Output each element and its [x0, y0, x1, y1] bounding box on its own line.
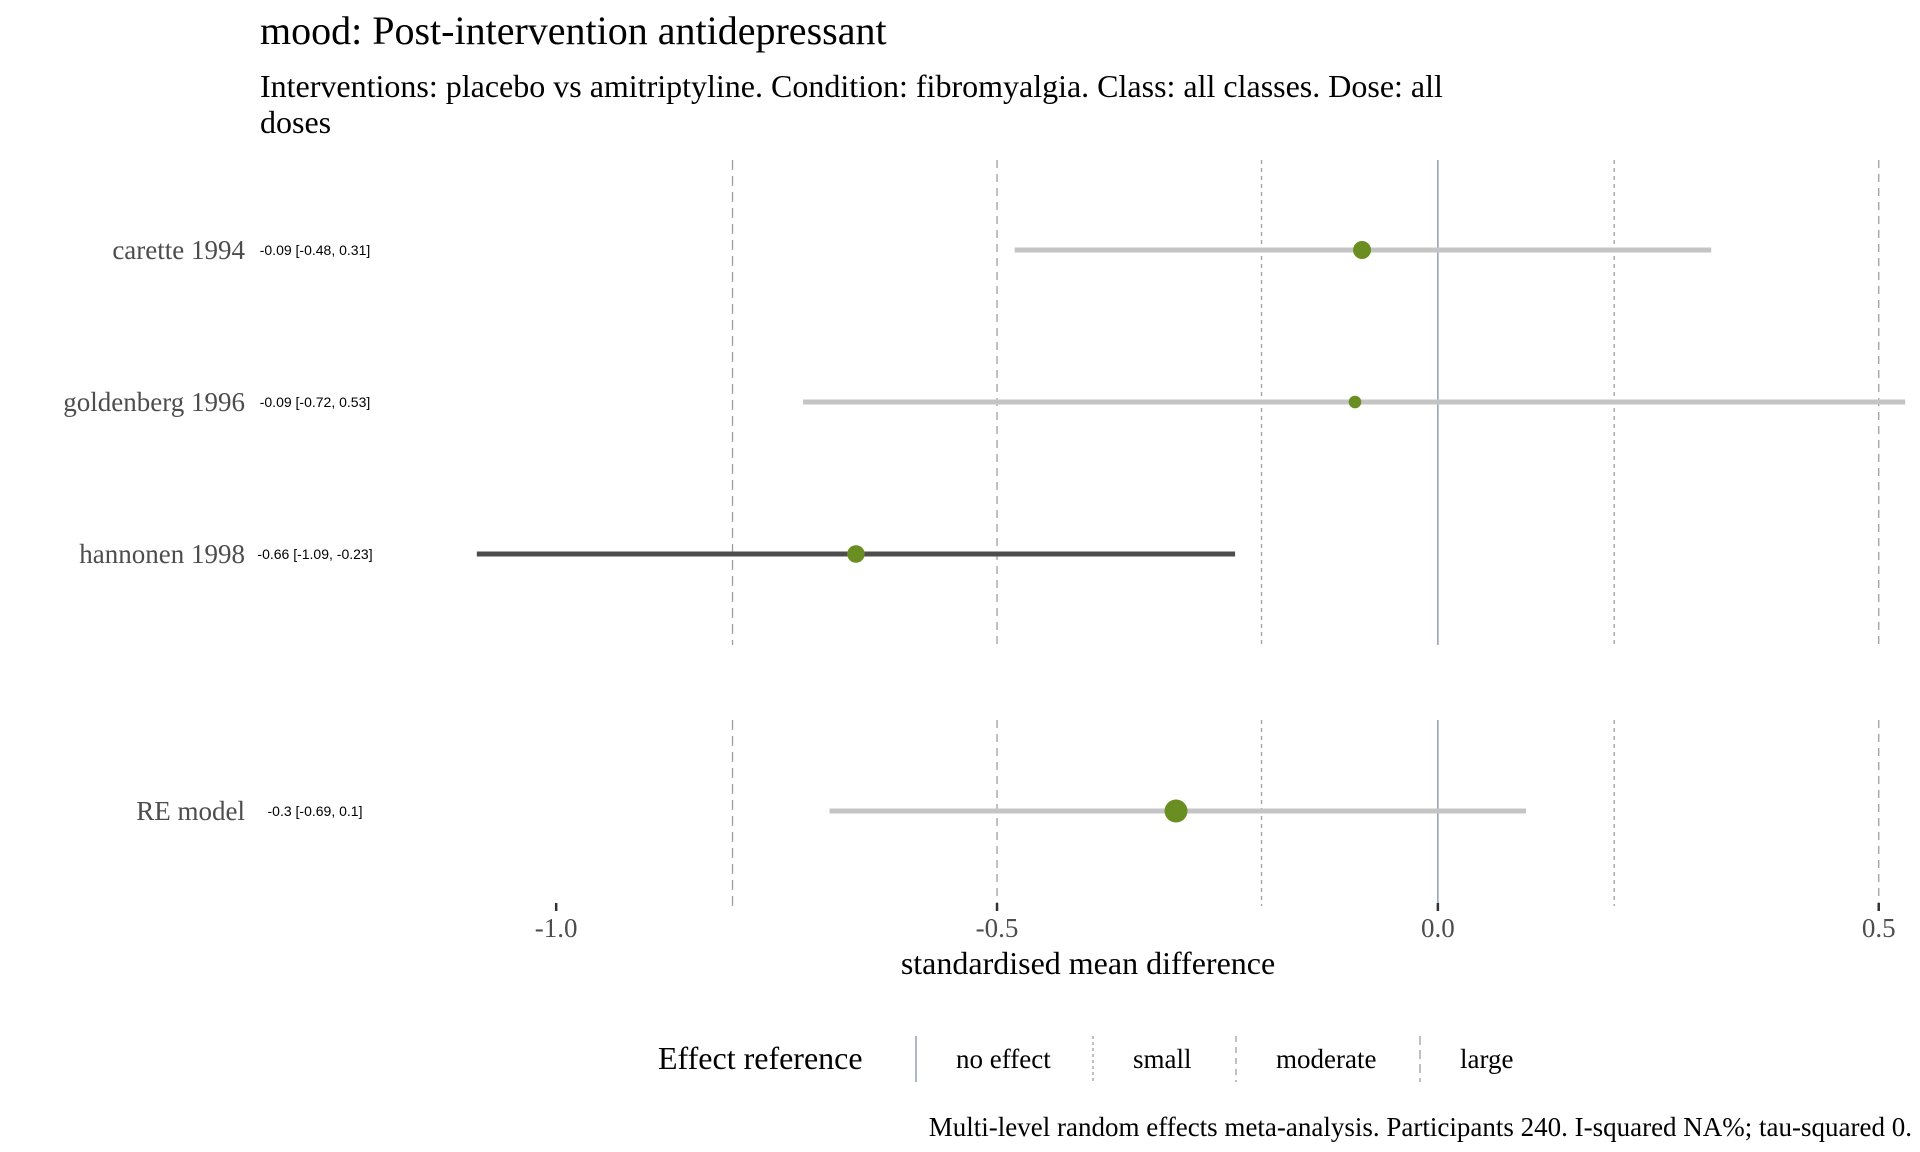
- study-row-ci-text: -0.09 [-0.48, 0.31]: [260, 242, 371, 258]
- chart-title: mood: Post-intervention antidepressant: [260, 8, 887, 53]
- legend-label: small: [1133, 1044, 1192, 1074]
- chart-subtitle-line-2: doses: [260, 104, 331, 140]
- chart-caption: Multi-level random effects meta-analysis…: [929, 1112, 1912, 1142]
- x-tick-label: 0.0: [1421, 913, 1455, 943]
- studies-panel: carette 1994 -0.09 [-0.48, 0.31] goldenber…: [63, 160, 1906, 645]
- summary-row-ci-text: -0.3 [-0.69, 0.1]: [268, 803, 363, 819]
- study-row-ci-text: -0.66 [-1.09, -0.23]: [257, 546, 372, 562]
- study-row-ci-text: -0.09 [-0.72, 0.53]: [260, 394, 371, 410]
- x-tick-label: -1.0: [535, 913, 578, 943]
- legend-label: no effect: [956, 1044, 1051, 1074]
- summary-panel: RE model -0.3 [-0.69, 0.1]: [136, 720, 1880, 906]
- study-row-label: hannonen 1998: [79, 539, 245, 569]
- study-row-label: goldenberg 1996: [63, 387, 245, 417]
- legend-label: moderate: [1276, 1044, 1376, 1074]
- study-row-point: [847, 545, 865, 563]
- study-row-point: [1353, 241, 1372, 259]
- legend-label: large: [1460, 1044, 1513, 1074]
- study-row-label: carette 1994: [112, 235, 245, 265]
- x-axis: -1.0 -0.5 0.0 0.5: [535, 903, 1896, 943]
- legend: Effect reference no effect small moderate l…: [658, 1036, 1513, 1082]
- x-axis-title: standardised mean difference: [901, 945, 1275, 981]
- chart-subtitle-line-1: Interventions: placebo vs amitriptyline.…: [260, 68, 1443, 104]
- x-tick-label: -0.5: [976, 913, 1019, 943]
- x-tick-label: 0.5: [1862, 913, 1896, 943]
- study-row-point: [1348, 395, 1362, 409]
- summary-row-point: [1164, 799, 1188, 823]
- summary-row-label: RE model: [136, 796, 245, 826]
- legend-title: Effect reference: [658, 1040, 863, 1076]
